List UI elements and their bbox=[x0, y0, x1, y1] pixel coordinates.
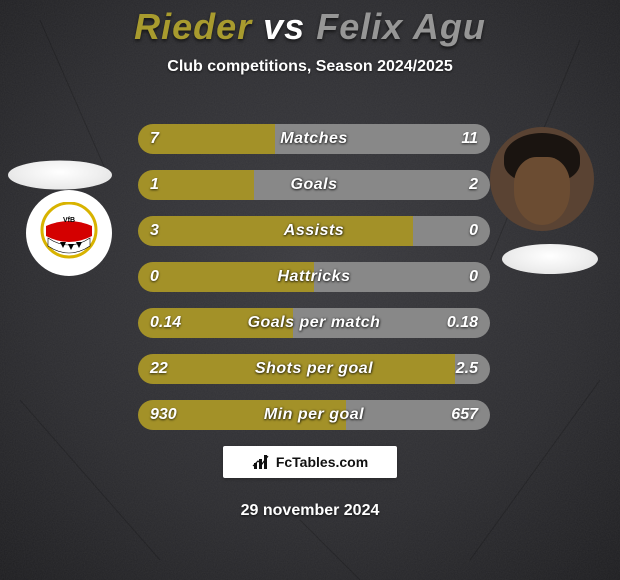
player1-photo-placeholder bbox=[8, 160, 112, 189]
stat-value-left: 0 bbox=[150, 262, 159, 292]
stat-row-assists: Assists3 0 bbox=[138, 216, 490, 246]
subtitle: Club competitions, Season 2024/2025 bbox=[0, 58, 620, 76]
stat-label: Goals bbox=[138, 170, 490, 200]
stat-value-right: 657 bbox=[451, 400, 478, 430]
player1-club-crest: VfB bbox=[26, 190, 112, 276]
stat-value-left: 1 bbox=[150, 170, 159, 200]
vfb-stuttgart-crest-icon: VfB bbox=[40, 202, 98, 262]
stat-value-left: 0.14 bbox=[150, 308, 181, 338]
stat-label: Matches bbox=[138, 124, 490, 154]
stat-value-right: 2.5 bbox=[456, 354, 478, 384]
date-label: 29 november 2024 bbox=[0, 502, 620, 520]
stat-row-goals-per-match: Goals per match0.14 0.18 bbox=[138, 308, 490, 338]
stat-value-left: 3 bbox=[150, 216, 159, 246]
stat-value-left: 930 bbox=[150, 400, 177, 430]
comparison-card: Rieder vs Felix Agu Club competitions, S… bbox=[0, 0, 620, 580]
stat-bars: Matches711Goals12Assists30Hattricks00Goa… bbox=[138, 124, 490, 446]
source-label: FcTables.com bbox=[276, 454, 368, 470]
page-title: Rieder vs Felix Agu bbox=[0, 6, 620, 48]
bar-chart-icon bbox=[252, 453, 270, 471]
stat-label: Hattricks bbox=[138, 262, 490, 292]
svg-text:VfB: VfB bbox=[63, 217, 75, 224]
stat-label: Min per goal bbox=[138, 400, 490, 430]
source-badge[interactable]: FcTables.com bbox=[223, 446, 397, 478]
title-vs: vs bbox=[263, 6, 305, 47]
stat-value-left: 7 bbox=[150, 124, 159, 154]
stat-row-matches: Matches7 11 bbox=[138, 124, 490, 154]
title-player1: Rieder bbox=[134, 6, 252, 47]
stat-label: Goals per match bbox=[138, 308, 490, 338]
stat-row-min-per-goal: Min per goal930 657 bbox=[138, 400, 490, 430]
stat-label: Assists bbox=[138, 216, 490, 246]
stat-value-right: 0 bbox=[469, 262, 478, 292]
stat-row-shots-per-goal: Shots per goal22 2.5 bbox=[138, 354, 490, 384]
player2-photo bbox=[490, 127, 594, 231]
stat-row-hattricks: Hattricks0 0 bbox=[138, 262, 490, 292]
title-player2: Felix Agu bbox=[316, 6, 486, 47]
stat-value-right: 2 bbox=[469, 170, 478, 200]
stat-value-right: 11 bbox=[461, 124, 478, 154]
stat-value-right: 0 bbox=[469, 216, 478, 246]
stat-row-goals: Goals1 2 bbox=[138, 170, 490, 200]
stat-value-left: 22 bbox=[150, 354, 168, 384]
player2-club-placeholder bbox=[502, 244, 598, 274]
stat-label: Shots per goal bbox=[138, 354, 490, 384]
stat-value-right: 0.18 bbox=[447, 308, 478, 338]
